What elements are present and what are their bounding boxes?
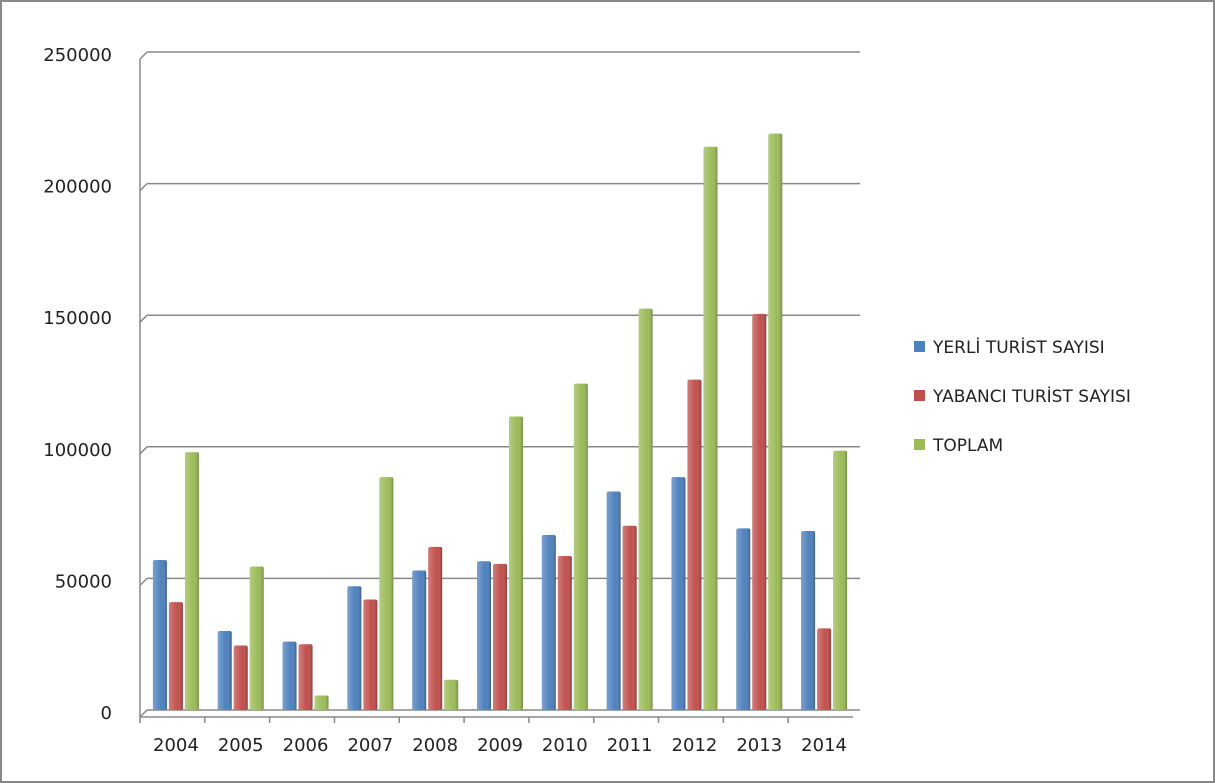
bar-shade <box>833 450 848 710</box>
x-tick-label: 2006 <box>283 735 329 756</box>
grid-depth <box>139 709 148 718</box>
y-tick-label: 200000 <box>43 177 112 198</box>
grid-depth <box>139 446 148 455</box>
x-tick-label: 2009 <box>477 735 523 756</box>
bar-shade <box>282 641 297 710</box>
bar-shade <box>638 308 653 710</box>
y-tick-label: 100000 <box>43 440 112 461</box>
y-tick-label: 150000 <box>43 308 112 329</box>
bar-shade <box>184 452 199 710</box>
bar-shade <box>541 534 556 710</box>
bar-shade <box>217 631 232 710</box>
bar-shade <box>298 644 313 710</box>
x-tick-label: 2012 <box>672 735 718 756</box>
bar-shade <box>687 379 702 710</box>
legend-label: TOPLAM <box>932 436 1003 456</box>
bar-shade <box>557 556 572 710</box>
x-tick-label: 2005 <box>218 735 264 756</box>
y-tick-label: 50000 <box>55 571 112 592</box>
bar-shade <box>314 695 329 710</box>
bar-shade <box>801 531 816 710</box>
x-tick-label: 2013 <box>736 735 782 756</box>
bar-shade <box>606 491 621 710</box>
bar-shade <box>168 602 183 710</box>
bar-shade <box>493 563 507 710</box>
bar-shade <box>363 599 378 710</box>
bar-shade <box>233 645 248 710</box>
bar-shade <box>736 528 751 710</box>
x-tick-label: 2011 <box>607 735 653 756</box>
bar-shade <box>573 383 588 710</box>
legend-swatch <box>914 439 925 450</box>
legend-label: YERLİ TURİST SAYISI <box>932 337 1105 358</box>
grid-depth <box>139 577 148 586</box>
bar-shade <box>428 546 443 710</box>
legend-swatch <box>914 390 925 401</box>
x-tick-label: 2004 <box>153 735 199 756</box>
bar-shade <box>412 570 427 710</box>
y-tick-label: 0 <box>101 703 112 724</box>
bar-shade <box>249 566 264 710</box>
bar-shade <box>347 586 362 710</box>
grid-depth <box>139 183 148 192</box>
bar-shade <box>768 133 783 711</box>
legend-label: YABANCI TURİST SAYISI <box>932 386 1131 407</box>
bar-shade <box>444 679 459 710</box>
bar-shade <box>817 628 832 710</box>
bar-shade <box>703 146 718 710</box>
bar-shade <box>379 477 394 710</box>
bar-shade <box>671 477 686 710</box>
x-tick-label: 2008 <box>412 735 458 756</box>
legend-swatch <box>914 341 925 352</box>
grid-depth <box>139 51 148 60</box>
bar-shade <box>509 416 523 710</box>
bar-shade <box>622 525 637 710</box>
bar-shade <box>152 559 167 710</box>
x-tick-label: 2014 <box>801 735 847 756</box>
grid-depth <box>139 314 148 323</box>
bar-shade <box>752 313 767 710</box>
y-tick-label: 250000 <box>43 45 112 66</box>
x-tick-label: 2010 <box>542 735 588 756</box>
x-tick-label: 2007 <box>347 735 393 756</box>
bar-shade <box>477 561 491 710</box>
